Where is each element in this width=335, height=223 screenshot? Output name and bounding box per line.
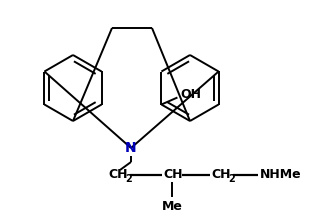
Text: Me: Me [161, 200, 183, 213]
Text: NHMe: NHMe [260, 169, 302, 182]
Text: 2: 2 [125, 174, 132, 184]
Text: CH: CH [163, 169, 183, 182]
Text: CH: CH [108, 169, 128, 182]
Text: N: N [125, 141, 137, 155]
Text: CH: CH [211, 169, 230, 182]
Text: 2: 2 [228, 174, 235, 184]
Text: OH: OH [181, 88, 201, 101]
